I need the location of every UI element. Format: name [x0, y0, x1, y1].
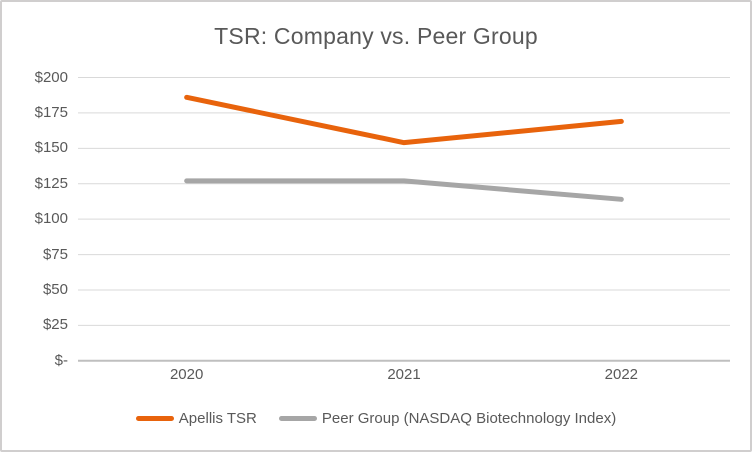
y-axis-tick-label: $200 [34, 68, 68, 86]
x-axis-tick-label: 2022 [604, 366, 639, 383]
legend-label: Apellis TSR [178, 410, 257, 427]
chart-title: TSR: Company vs. Peer Group [214, 23, 538, 49]
x-axis-tick-label: 2020 [169, 366, 204, 383]
legend: Apellis TSR Peer Group (NASDAQ Biotechnol… [2, 410, 750, 427]
legend-line-icon [278, 416, 317, 421]
x-axis-tick-label: 2021 [387, 366, 421, 383]
y-axis-tick-label: $25 [42, 316, 68, 334]
y-axis-tick-label: $125 [34, 174, 68, 192]
legend-label: Peer Group (NASDAQ Biotechnology Index) [321, 410, 617, 427]
y-axis-tick-label: $175 [34, 103, 68, 121]
legend-line-icon [135, 416, 174, 421]
series-line-1 [184, 178, 624, 202]
y-axis-tick-label: $- [54, 351, 68, 369]
y-axis-tick-label: $100 [34, 210, 68, 228]
y-axis-tick-label: $75 [42, 245, 68, 263]
y-axis-tick-label: $50 [42, 280, 68, 298]
legend-item-1: Peer Group (NASDAQ Biotechnology Index) [278, 410, 617, 427]
y-axis-tick-label: $150 [34, 139, 68, 157]
series-line-0 [184, 94, 624, 146]
legend-item-0: Apellis TSR [135, 410, 257, 427]
